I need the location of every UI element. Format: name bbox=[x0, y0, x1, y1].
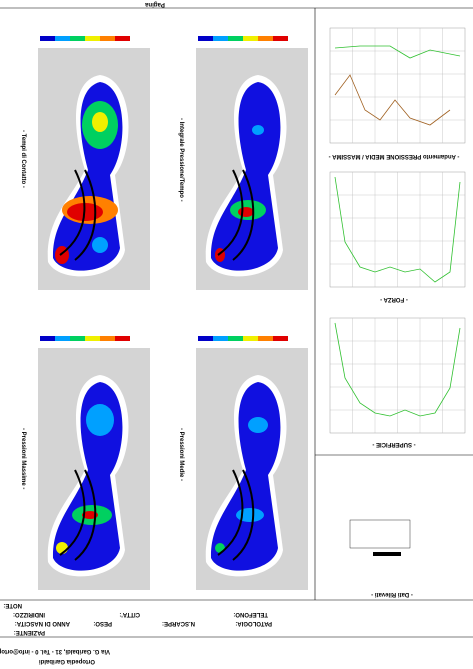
color-scale bbox=[115, 36, 130, 41]
color-scale bbox=[70, 36, 85, 41]
color-scale bbox=[55, 36, 70, 41]
pressure-spot bbox=[252, 125, 264, 135]
color-scale bbox=[198, 36, 213, 41]
panel-label: - Pressioni Massime - bbox=[20, 428, 26, 489]
color-scale bbox=[243, 336, 258, 341]
pressure-spot bbox=[82, 511, 98, 519]
graph-line-secondary bbox=[334, 74, 451, 126]
color-scale bbox=[40, 36, 55, 41]
color-scale bbox=[100, 336, 115, 341]
graph-line bbox=[334, 176, 461, 283]
color-scale bbox=[228, 336, 243, 341]
legend-bar bbox=[373, 552, 401, 556]
graph-label: - SUPERFICIE - bbox=[372, 441, 415, 447]
info-label: PATOLOGIA: bbox=[235, 620, 272, 626]
panel-label: - Pressioni Medie - bbox=[178, 428, 184, 481]
graph-line bbox=[334, 322, 461, 417]
panel-label: - Integrale Pressione/Tempo - bbox=[178, 118, 184, 202]
pressure-spot bbox=[92, 237, 108, 253]
color-scale bbox=[85, 336, 100, 341]
color-scale bbox=[258, 36, 273, 41]
pressure-spot bbox=[248, 417, 268, 433]
info-label: CITTA': bbox=[119, 611, 140, 617]
section-title: - Dati Rilevati - bbox=[371, 591, 413, 597]
color-scale bbox=[273, 336, 288, 341]
color-scale bbox=[243, 36, 258, 41]
pressure-spot bbox=[86, 404, 114, 436]
color-scale bbox=[40, 336, 55, 341]
graph-label: - FORZA - bbox=[380, 296, 408, 302]
info-label: NOTE: bbox=[3, 602, 22, 608]
color-scale bbox=[228, 36, 243, 41]
color-scale bbox=[213, 336, 228, 341]
info-label: TELEFONO: bbox=[233, 611, 268, 617]
foot-contour bbox=[217, 169, 255, 261]
info-label: INDIRIZZO: bbox=[13, 611, 45, 617]
info-label: N.SCARPE: bbox=[162, 620, 195, 626]
color-scale bbox=[258, 336, 273, 341]
color-scale bbox=[70, 336, 85, 341]
color-scale bbox=[85, 36, 100, 41]
color-scale bbox=[198, 336, 213, 341]
foot-contour bbox=[59, 169, 97, 261]
color-scale bbox=[115, 336, 130, 341]
info-label: PESO: bbox=[93, 620, 112, 626]
info-label: ANNO DI NASCITA: bbox=[15, 620, 70, 626]
color-scale bbox=[273, 36, 288, 41]
graph-line bbox=[334, 45, 461, 59]
pressure-spot bbox=[56, 542, 68, 554]
header-address: Via G. Garibaldi, 31 - Tel. 0 - info@ort… bbox=[0, 648, 110, 654]
pressure-spot bbox=[238, 207, 254, 217]
panel-label: - Tempi di Contatto - bbox=[20, 130, 26, 188]
foot-contour bbox=[217, 469, 255, 561]
color-scale bbox=[213, 36, 228, 41]
footer-text: Pagina bbox=[145, 1, 165, 7]
color-scale bbox=[55, 336, 70, 341]
pressure-spot bbox=[92, 112, 108, 132]
graph-label: - Andamento PRESSIONE MEDIA / MASSIMA - bbox=[329, 153, 460, 159]
legend-box bbox=[349, 519, 411, 549]
pressure-spot bbox=[236, 508, 264, 522]
color-scale bbox=[100, 36, 115, 41]
info-label: PAZIENTE: bbox=[14, 629, 45, 635]
foot-contour bbox=[59, 469, 97, 561]
header-title: Ortopedia Garibaldi bbox=[39, 658, 95, 664]
